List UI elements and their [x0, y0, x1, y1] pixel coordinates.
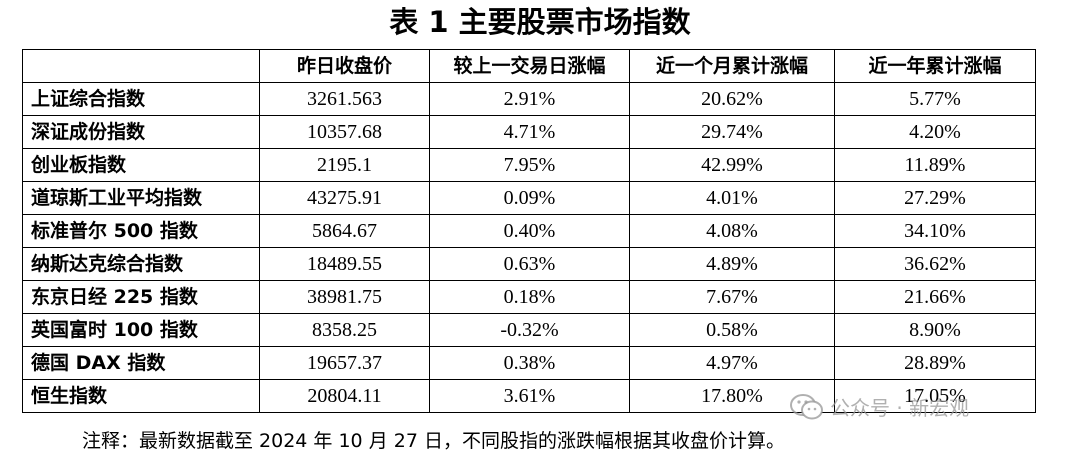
year-change: 4.20% [834, 115, 1036, 149]
wechat-icon [790, 393, 823, 419]
daily-change: 0.63% [429, 247, 630, 281]
month-change: 29.74% [629, 115, 835, 149]
close-price: 19657.37 [259, 346, 430, 380]
header-cell-name [22, 49, 260, 83]
close-price: 43275.91 [259, 181, 430, 215]
index-name: 东京日经 225 指数 [22, 280, 260, 314]
year-change: 36.62% [834, 247, 1036, 281]
table-row: 东京日经 225 指数 38981.75 0.18% 7.67% 21.66% [22, 280, 1036, 314]
header-cell-year-change: 近一年累计涨幅 [834, 49, 1036, 83]
daily-change: 0.18% [429, 280, 630, 314]
month-change: 0.58% [629, 313, 835, 347]
table-row: 创业板指数 2195.1 7.95% 42.99% 11.89% [22, 148, 1036, 182]
year-change: 8.90% [834, 313, 1036, 347]
daily-change: 0.38% [429, 346, 630, 380]
close-price: 3261.563 [259, 82, 430, 116]
index-name: 纳斯达克综合指数 [22, 247, 260, 281]
year-change: 17.05% [834, 379, 1036, 413]
month-change: 7.67% [629, 280, 835, 314]
table-row: 英国富时 100 指数 8358.25 -0.32% 0.58% 8.90% [22, 313, 1036, 347]
close-price: 38981.75 [259, 280, 430, 314]
daily-change: 0.09% [429, 181, 630, 215]
daily-change: 0.40% [429, 214, 630, 248]
month-change: 4.08% [629, 214, 835, 248]
month-change: 17.80% [629, 379, 835, 413]
index-name: 标准普尔 500 指数 [22, 214, 260, 248]
header-cell-daily-change: 较上一交易日涨幅 [429, 49, 630, 83]
month-change: 42.99% [629, 148, 835, 182]
year-change: 21.66% [834, 280, 1036, 314]
table-row: 上证综合指数 3261.563 2.91% 20.62% 5.77% [22, 82, 1036, 116]
close-price: 5864.67 [259, 214, 430, 248]
watermark-text: 公众号 · 新宏观 [830, 396, 970, 420]
year-change: 27.29% [834, 181, 1036, 215]
index-name: 深证成份指数 [22, 115, 260, 149]
daily-change: 4.71% [429, 115, 630, 149]
index-name: 英国富时 100 指数 [22, 313, 260, 347]
month-change: 4.97% [629, 346, 835, 380]
index-name: 创业板指数 [22, 148, 260, 182]
year-change: 5.77% [834, 82, 1036, 116]
table-header-row: 昨日收盘价 较上一交易日涨幅 近一个月累计涨幅 近一年累计涨幅 [22, 49, 1036, 83]
index-name: 上证综合指数 [22, 82, 260, 116]
daily-change: 3.61% [429, 379, 630, 413]
header-cell-close: 昨日收盘价 [259, 49, 430, 83]
close-price: 8358.25 [259, 313, 430, 347]
year-change: 34.10% [834, 214, 1036, 248]
header-cell-month-change: 近一个月累计涨幅 [629, 49, 835, 83]
index-name: 恒生指数 [22, 379, 260, 413]
close-price: 2195.1 [259, 148, 430, 182]
table-row: 纳斯达克综合指数 18489.55 0.63% 4.89% 36.62% [22, 247, 1036, 281]
table-title: 表 1 主要股票市场指数 [389, 5, 691, 39]
daily-change: -0.32% [429, 313, 630, 347]
year-change: 11.89% [834, 148, 1036, 182]
month-change: 20.62% [629, 82, 835, 116]
table-row: 标准普尔 500 指数 5864.67 0.40% 4.08% 34.10% [22, 214, 1036, 248]
close-price: 18489.55 [259, 247, 430, 281]
month-change: 4.01% [629, 181, 835, 215]
table-row: 深证成份指数 10357.68 4.71% 29.74% 4.20% [22, 115, 1036, 149]
close-price: 10357.68 [259, 115, 430, 149]
table-row: 恒生指数 20804.11 3.61% 17.80% 17.05% [22, 379, 1036, 413]
daily-change: 2.91% [429, 82, 630, 116]
index-name: 德国 DAX 指数 [22, 346, 260, 380]
table-body: 上证综合指数 3261.563 2.91% 20.62% 5.77% 深证成份指… [22, 82, 1036, 413]
index-table: 昨日收盘价 较上一交易日涨幅 近一个月累计涨幅 近一年累计涨幅 上证综合指数 3… [22, 49, 1036, 413]
index-name: 道琼斯工业平均指数 [22, 181, 260, 215]
table-row: 道琼斯工业平均指数 43275.91 0.09% 4.01% 27.29% [22, 181, 1036, 215]
close-price: 20804.11 [259, 379, 430, 413]
month-change: 4.89% [629, 247, 835, 281]
year-change: 28.89% [834, 346, 1036, 380]
daily-change: 7.95% [429, 148, 630, 182]
table-note: 注释：最新数据截至 2024 年 10 月 27 日，不同股指的涨跌幅根据其收盘… [82, 430, 785, 452]
table-row: 德国 DAX 指数 19657.37 0.38% 4.97% 28.89% [22, 346, 1036, 380]
watermark: 公众号 · 新宏观 [790, 392, 969, 421]
